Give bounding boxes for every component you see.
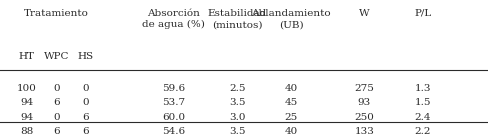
- Text: 2.4: 2.4: [414, 113, 430, 122]
- Text: 133: 133: [354, 127, 373, 134]
- Text: 3.0: 3.0: [228, 113, 245, 122]
- Text: Tratamiento: Tratamiento: [24, 9, 88, 18]
- Text: 275: 275: [354, 84, 373, 93]
- Text: HS: HS: [78, 53, 93, 62]
- Text: 0: 0: [53, 113, 60, 122]
- Text: 6: 6: [82, 113, 89, 122]
- Text: 1.5: 1.5: [414, 98, 430, 107]
- Text: 1.3: 1.3: [414, 84, 430, 93]
- Text: 94: 94: [20, 98, 34, 107]
- Text: W: W: [358, 9, 369, 18]
- Text: 0: 0: [82, 98, 89, 107]
- Text: 88: 88: [20, 127, 34, 134]
- Text: 54.6: 54.6: [162, 127, 185, 134]
- Text: 93: 93: [357, 98, 370, 107]
- Text: 59.6: 59.6: [162, 84, 185, 93]
- Text: 6: 6: [82, 127, 89, 134]
- Text: 45: 45: [284, 98, 297, 107]
- Text: 3.5: 3.5: [228, 127, 245, 134]
- Text: 250: 250: [354, 113, 373, 122]
- Text: 25: 25: [284, 113, 297, 122]
- Text: Ablandamiento
(UB): Ablandamiento (UB): [251, 9, 330, 29]
- Text: 94: 94: [20, 113, 34, 122]
- Text: 40: 40: [284, 127, 297, 134]
- Text: 0: 0: [82, 84, 89, 93]
- Text: P/L: P/L: [413, 9, 431, 18]
- Text: 3.5: 3.5: [228, 98, 245, 107]
- Text: Estabilidad
(minutos): Estabilidad (minutos): [207, 9, 266, 29]
- Text: 53.7: 53.7: [162, 98, 185, 107]
- Text: 60.0: 60.0: [162, 113, 185, 122]
- Text: 100: 100: [17, 84, 37, 93]
- Text: WPC: WPC: [43, 53, 69, 62]
- Text: 40: 40: [284, 84, 297, 93]
- Text: Absorción
de agua (%): Absorción de agua (%): [142, 9, 204, 29]
- Text: 2.5: 2.5: [228, 84, 245, 93]
- Text: 6: 6: [53, 98, 60, 107]
- Text: 0: 0: [53, 84, 60, 93]
- Text: 6: 6: [53, 127, 60, 134]
- Text: 2.2: 2.2: [414, 127, 430, 134]
- Text: HT: HT: [19, 53, 35, 62]
